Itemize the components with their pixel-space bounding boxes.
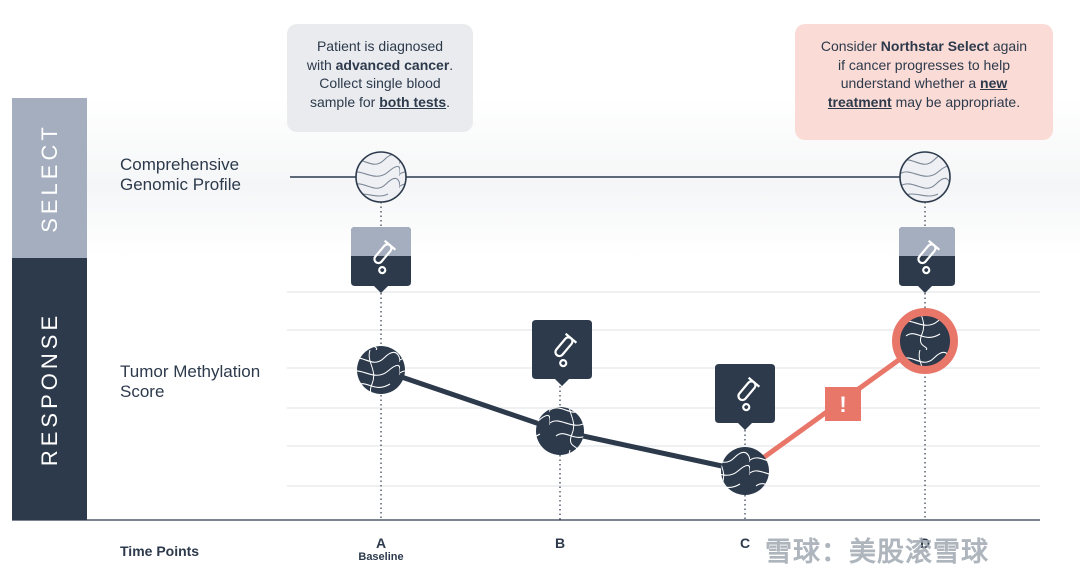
callout-right-line4a: treatment: [827, 93, 892, 110]
tms-sample-b: [536, 407, 584, 455]
callout-left-line2c: .: [449, 56, 454, 73]
response-section: RESPONSE: [12, 258, 87, 520]
exclamation-icon: !: [839, 392, 846, 417]
trend-line-b-c: [559, 428, 746, 474]
callout-left-line3: Collect single blood: [319, 75, 441, 91]
callout-right-line3b: new: [980, 75, 1008, 91]
callout-left-line2a: with: [306, 56, 336, 73]
time-point-c: C: [739, 535, 751, 551]
trend-line-a-b: [380, 367, 561, 434]
test-tube-icon: [373, 239, 397, 275]
callout-right-line2: if cancer progresses to help: [838, 56, 1010, 73]
alert-badge: !: [825, 387, 861, 421]
time-points-label: Time Points: [120, 543, 200, 559]
test-tube-icon: [917, 239, 941, 275]
time-point-a-sub: Baseline: [358, 551, 404, 563]
grid-lines: [287, 291, 1040, 487]
cgp-row-label: Comprehensive Genomic Profile: [120, 155, 241, 194]
tms-sample-c: [721, 447, 769, 495]
test-badge-d: [899, 227, 955, 293]
callout-right-line1c: again: [988, 38, 1028, 54]
select-label: SELECT: [36, 123, 62, 233]
select-section: SELECT: [12, 98, 87, 258]
callout-progression: Consider Northstar Select again if cance…: [795, 24, 1053, 140]
callout-right-line4b: may be appropriate.: [891, 93, 1021, 110]
response-label: RESPONSE: [36, 311, 62, 467]
tms-sample-a: [357, 346, 405, 394]
tms-sample-d-progression: [892, 308, 958, 374]
test-badge-a: [351, 227, 411, 293]
callout-right-line1b: Northstar Select: [880, 38, 989, 54]
watermark: 雪球：美股滚雪球: [765, 537, 989, 567]
time-point-d: D: [919, 535, 931, 551]
test-tube-icon: [737, 376, 761, 412]
callout-left-line2b: advanced cancer: [335, 56, 450, 73]
callout-left-line4a: sample for: [309, 93, 380, 110]
tms-row-label: Tumor Methylation Score: [120, 362, 261, 401]
callout-left-line4c: .: [446, 93, 451, 110]
callout-right-line3a: understand whether a: [840, 75, 981, 91]
test-tube-icon: [554, 332, 578, 368]
callout-left-line4b: both tests: [379, 93, 447, 110]
cgp-sample-a: [355, 151, 407, 203]
test-badge-b: [532, 320, 592, 386]
time-point-b: B: [554, 535, 566, 551]
test-badge-c: [715, 364, 775, 430]
callout-left-line1: Patient is diagnosed: [316, 38, 444, 54]
time-point-guides: [380, 202, 926, 520]
callout-diagnosis: Patient is diagnosed with advanced cance…: [287, 24, 473, 132]
time-point-a: A: [375, 535, 387, 551]
callout-right-line1a: Consider: [820, 38, 881, 54]
cgp-sample-d: [899, 151, 951, 203]
